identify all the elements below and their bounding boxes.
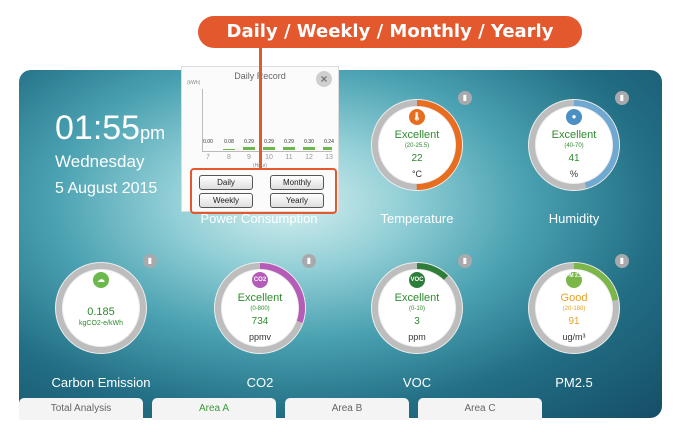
humidity-value: 41 xyxy=(568,153,580,164)
review-callout: Daily / Weekly / Monthly / Yearly Review xyxy=(198,16,582,74)
bar-value-8: 0.08 xyxy=(224,139,234,145)
carbon-ring xyxy=(55,262,147,354)
tab-area-b[interactable]: Area B xyxy=(285,398,409,420)
pm25-label: PM2.5 xyxy=(555,375,593,390)
bar-cat-7: 7 xyxy=(206,154,210,161)
bar-value-10: 0.29 xyxy=(264,139,274,145)
voc-gauge[interactable]: VOC Excellent (0-10) 3 ppm xyxy=(369,260,465,356)
temperature-unit: °C xyxy=(411,169,423,179)
bar-value-13: 0.24 xyxy=(324,139,334,145)
carbon-unit: kgCO2-e/kWh xyxy=(79,320,123,327)
carbon-chart-icon[interactable]: ▮ xyxy=(143,254,157,268)
bar-cat-11: 11 xyxy=(285,154,293,161)
clock-date: 5 August 2015 xyxy=(55,180,158,197)
carbon-emission-gauge[interactable]: ☁ 0.185 kgCO2-e/kWh xyxy=(53,260,149,356)
area-tabs: Total Analysis Area A Area B Area C xyxy=(19,398,662,435)
clock-time: 01:55pm xyxy=(55,110,165,151)
water-drop-icon: ● xyxy=(566,109,582,125)
close-icon[interactable]: × xyxy=(316,71,332,87)
humidity-status: Excellent xyxy=(551,129,597,141)
dashboard-screen: 01:55pm Wednesday 5 August 2015 Power Co… xyxy=(19,70,662,418)
bar-value-11: 0.29 xyxy=(284,139,294,145)
co2-label: CO2 xyxy=(246,375,274,390)
co2-range: (0-800) xyxy=(250,306,270,312)
bar-cat-12: 12 xyxy=(305,154,313,161)
temperature-value: 22 xyxy=(411,153,423,164)
pm25-icon: PM 2.5 xyxy=(566,272,582,288)
daily-record-popup: Daily Record × (kWh) 0.00 0.08 0.29 0.29… xyxy=(181,66,339,212)
humidity-ring xyxy=(528,99,620,191)
monthly-button[interactable]: Monthly xyxy=(270,175,324,190)
humidity-unit: % xyxy=(569,169,578,179)
power-consumption-label: Power Consumption xyxy=(200,211,318,226)
tab-area-c[interactable]: Area C xyxy=(418,398,542,420)
carbon-emission-label: Carbon Emission xyxy=(51,375,151,390)
temperature-chart-icon[interactable]: ▮ xyxy=(458,91,472,105)
bar-9 xyxy=(243,147,255,150)
clock-day: Wednesday xyxy=(55,152,145,171)
clock: 01:55pm Wednesday 5 August 2015 xyxy=(55,110,165,198)
pm25-unit: ug/m³ xyxy=(562,332,586,342)
co2-icon: CO2 xyxy=(252,272,268,288)
voc-range: (0-10) xyxy=(408,306,425,312)
clock-time-value: 01:55 xyxy=(55,109,141,147)
pm25-gauge[interactable]: PM 2.5 Good (20-180) 91 ug/m³ xyxy=(526,260,622,356)
humidity-label: Humidity xyxy=(548,211,600,226)
bar-12 xyxy=(303,147,315,150)
voc-value: 3 xyxy=(414,316,420,327)
callout-connector xyxy=(259,48,262,170)
co2-ring xyxy=(214,262,306,354)
co2-unit: ppmv xyxy=(248,332,271,342)
bar-value-12: 0.30 xyxy=(304,139,314,145)
bar-value-7: 0.00 xyxy=(203,139,213,145)
clock-ampm: pm xyxy=(140,123,166,143)
bar-value-9: 0.29 xyxy=(244,139,254,145)
leaf-cloud-icon: ☁ xyxy=(93,272,109,288)
bar-10 xyxy=(263,147,275,150)
yearly-button[interactable]: Yearly xyxy=(270,193,324,208)
bar-8 xyxy=(223,149,235,150)
popup-y-axis xyxy=(202,89,203,151)
tab-total-analysis[interactable]: Total Analysis xyxy=(19,398,143,420)
co2-value: 734 xyxy=(251,316,269,327)
pm25-chart-icon[interactable]: ▮ xyxy=(615,254,629,268)
voc-icon: VOC xyxy=(409,272,425,288)
voc-status: Excellent xyxy=(394,292,440,304)
tab-area-a[interactable]: Area A xyxy=(152,398,276,420)
co2-chart-icon[interactable]: ▮ xyxy=(302,254,316,268)
co2-gauge[interactable]: CO2 Excellent (0-800) 734 ppmv xyxy=(212,260,308,356)
bar-11 xyxy=(283,147,295,150)
voc-unit: ppm xyxy=(408,332,426,342)
temperature-status: Excellent xyxy=(394,129,440,141)
bar-cat-13: 13 xyxy=(325,154,333,161)
bar-cat-10: 10 xyxy=(265,154,273,161)
voc-chart-icon[interactable]: ▮ xyxy=(458,254,472,268)
voc-label: VOC xyxy=(402,375,432,390)
temperature-gauge[interactable]: 🌡 Excellent (20-25.5) 22 °C xyxy=(369,97,465,193)
popup-x-axis xyxy=(202,151,332,152)
thermometer-icon: 🌡 xyxy=(409,109,425,125)
bar-cat-9: 9 xyxy=(247,154,251,161)
pm25-ring xyxy=(528,262,620,354)
weekly-button[interactable]: Weekly xyxy=(199,193,253,208)
humidity-chart-icon[interactable]: ▮ xyxy=(615,91,629,105)
carbon-value: 0.185 xyxy=(87,306,115,318)
co2-status: Excellent xyxy=(237,292,283,304)
daily-button[interactable]: Daily xyxy=(199,175,253,190)
bar-cat-8: 8 xyxy=(227,154,231,161)
pm25-value: 91 xyxy=(568,316,580,327)
pm25-status: Good xyxy=(560,292,588,304)
temperature-label: Temperature xyxy=(380,211,454,226)
humidity-range: (40-70) xyxy=(564,143,584,149)
review-buttons-highlight xyxy=(190,168,337,214)
voc-ring xyxy=(371,262,463,354)
temperature-range: (20-25.5) xyxy=(404,143,430,149)
humidity-gauge[interactable]: ● Excellent (40-70) 41 % xyxy=(526,97,622,193)
pm25-range: (20-180) xyxy=(562,306,586,312)
bar-13 xyxy=(323,147,332,150)
popup-y-unit: (kWh) xyxy=(187,80,201,86)
temperature-ring xyxy=(371,99,463,191)
